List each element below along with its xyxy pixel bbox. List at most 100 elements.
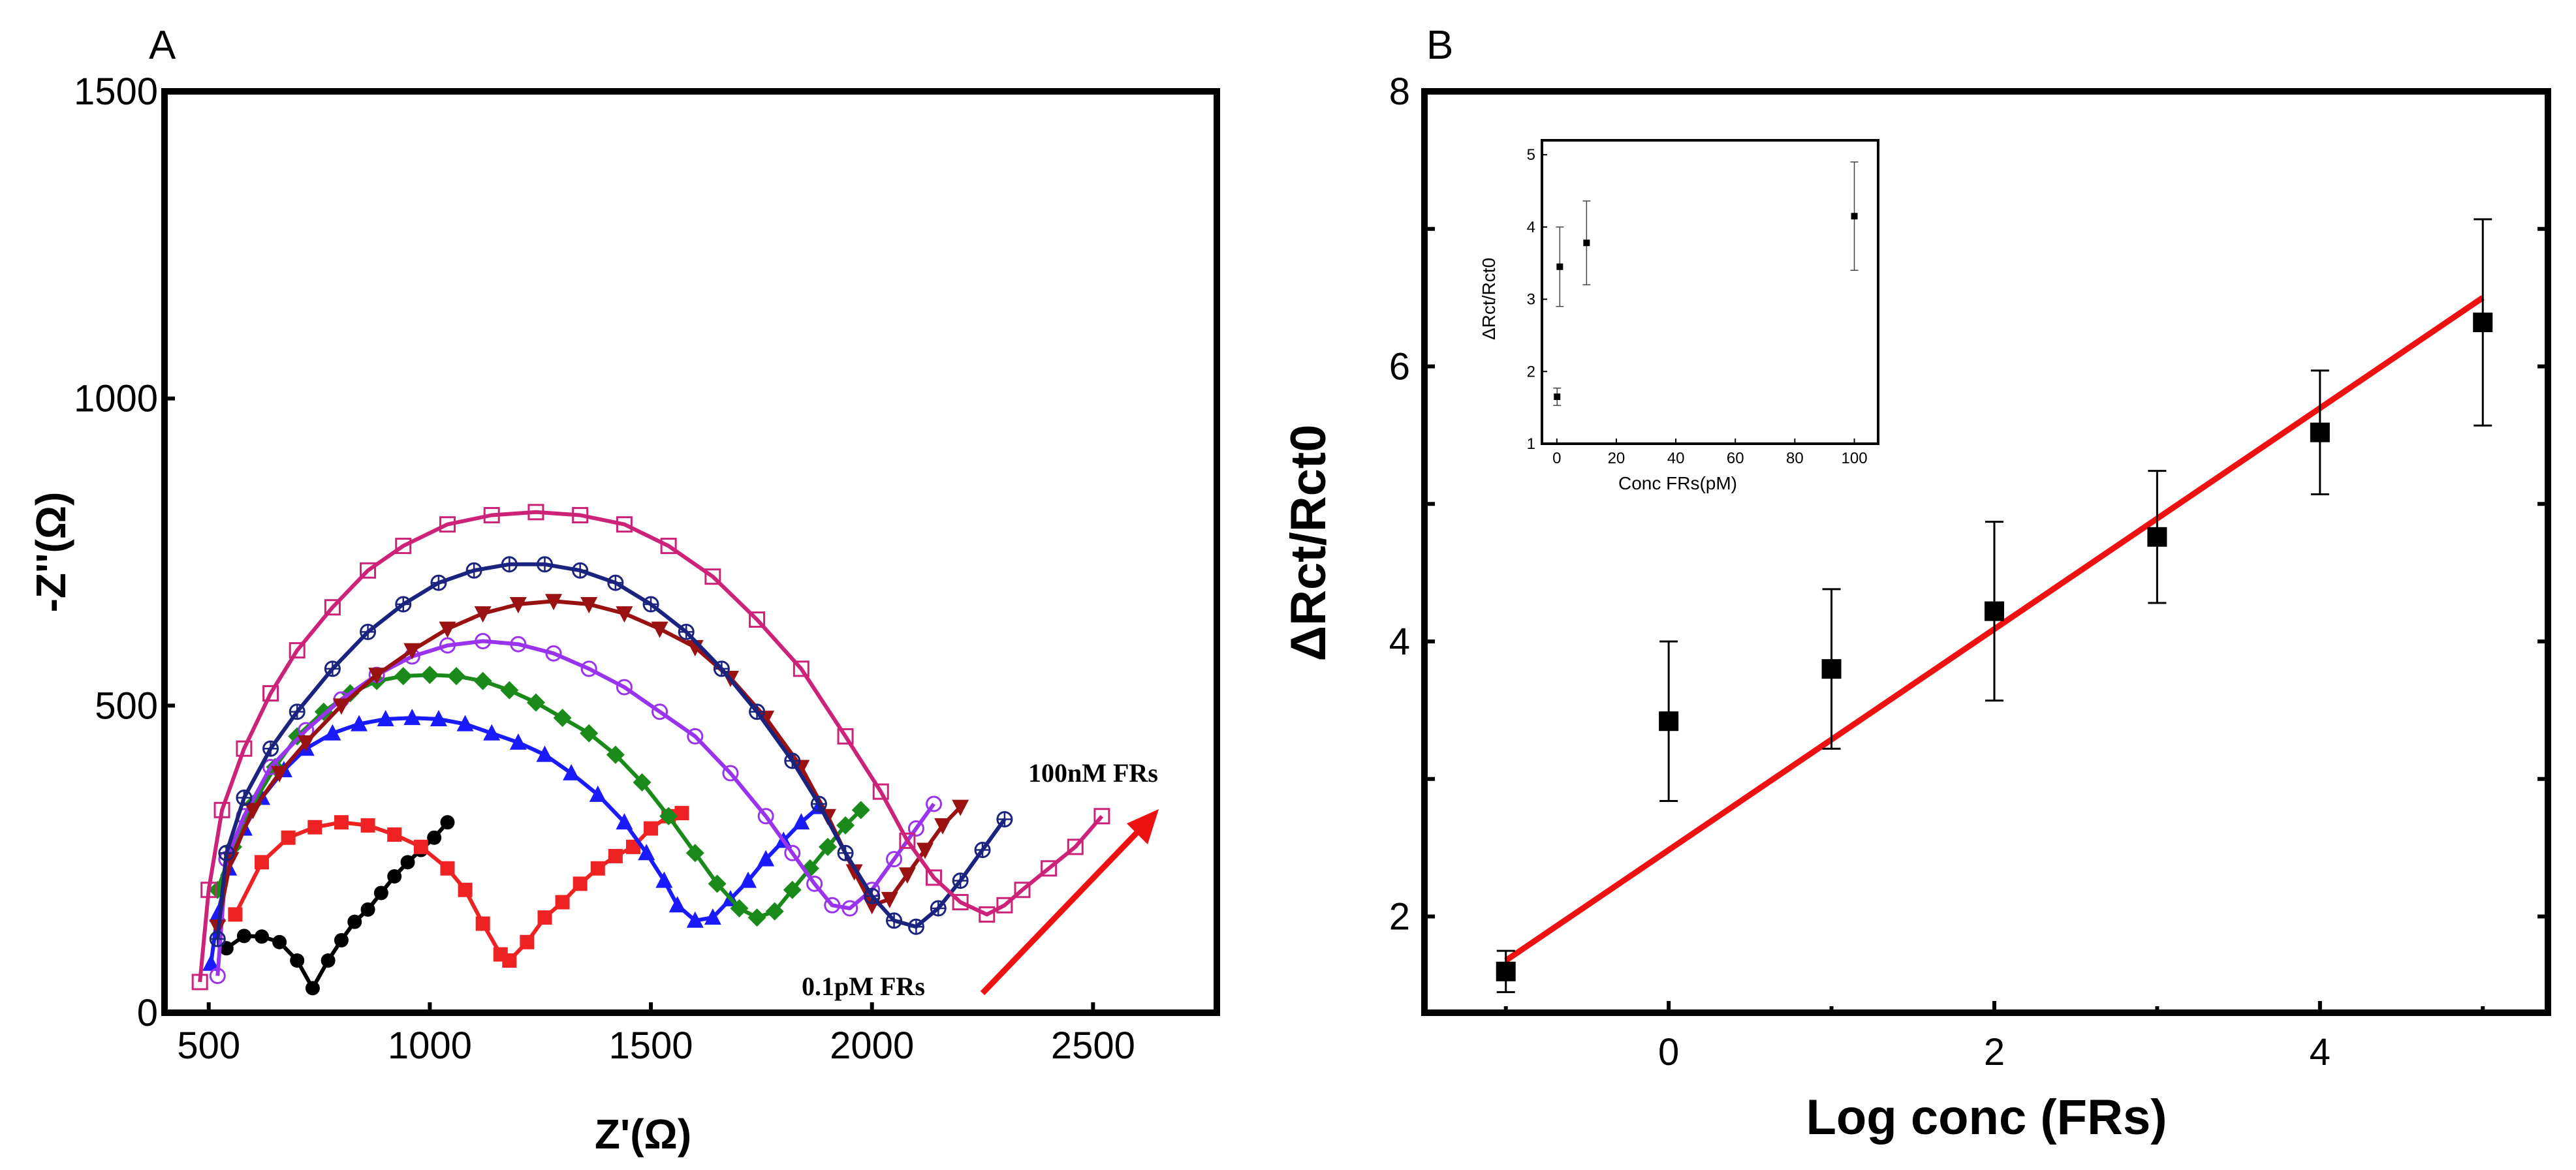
data-point xyxy=(845,864,863,881)
data-point xyxy=(996,897,1013,914)
data-point xyxy=(810,795,827,812)
data-point xyxy=(483,507,500,524)
panel-a-x-tick-label: 2000 xyxy=(830,1024,914,1067)
panel-b-y-tick-label: 6 xyxy=(1389,345,1410,388)
data-point xyxy=(686,911,704,928)
series-fit-line xyxy=(215,639,935,976)
panel-a-x-axis-title: Z'(Ω) xyxy=(595,1111,691,1158)
data-point xyxy=(289,703,306,720)
data-point xyxy=(324,660,341,677)
data-point xyxy=(289,642,306,659)
trend-arrow-shaft xyxy=(980,821,1148,996)
data-point xyxy=(685,844,704,863)
data-point xyxy=(334,815,349,830)
inset-y-tick-label: 2 xyxy=(1527,363,1535,380)
data-point xyxy=(916,842,934,859)
data-point xyxy=(213,801,230,818)
data-point xyxy=(236,929,251,944)
data-point xyxy=(616,813,633,830)
annotation-100nm: 100nM FRs xyxy=(1028,758,1158,788)
data-point xyxy=(510,636,527,653)
data-point xyxy=(907,820,924,837)
series-fit-line xyxy=(198,510,1104,983)
series-fit-line xyxy=(215,562,1007,940)
series-1pm xyxy=(202,709,828,971)
data-point xyxy=(881,891,898,908)
inset-x-tick-label: 60 xyxy=(1727,450,1744,467)
data-point xyxy=(473,671,492,690)
data-point xyxy=(368,668,386,685)
data-point xyxy=(580,597,598,614)
data-point xyxy=(334,932,349,947)
point-marker xyxy=(1821,659,1842,679)
data-point xyxy=(360,818,375,833)
data-point xyxy=(439,516,456,533)
series-100pm xyxy=(209,632,943,985)
trend-arrow-head xyxy=(1127,809,1159,844)
data-point xyxy=(996,810,1013,827)
data-point xyxy=(324,724,341,741)
data-point xyxy=(708,874,727,893)
data-point xyxy=(403,643,421,660)
panel-a-plot-frame xyxy=(161,88,1220,1016)
data-point xyxy=(281,830,296,845)
data-point xyxy=(218,844,235,861)
data-point xyxy=(793,660,809,677)
data-point xyxy=(500,681,519,700)
data-point xyxy=(244,803,262,820)
data-point xyxy=(747,908,766,927)
data-point xyxy=(886,851,903,868)
data-point xyxy=(836,816,855,835)
data-point xyxy=(509,733,527,750)
data-point xyxy=(209,968,226,985)
inset-data-point xyxy=(1556,226,1564,307)
data-point xyxy=(228,907,243,922)
panel-b-x-tick-label: 0 xyxy=(1658,1031,1679,1073)
data-point xyxy=(456,715,474,731)
panel-b-y-tick-label: 2 xyxy=(1389,895,1410,938)
data-point xyxy=(545,594,563,611)
data-point xyxy=(642,596,659,613)
data-point xyxy=(430,710,447,727)
data-point xyxy=(387,869,402,884)
data-point xyxy=(872,783,889,800)
data-point xyxy=(952,872,969,889)
panel-a-y-tick-label: 500 xyxy=(95,685,158,727)
data-point xyxy=(475,916,490,931)
data-point xyxy=(652,703,668,720)
panel-a-annotations: 100nM FRs 0.1pM FRs xyxy=(802,758,1159,1001)
data-point xyxy=(784,752,801,769)
point-marker xyxy=(1659,711,1679,731)
data-point xyxy=(837,844,854,861)
data-point xyxy=(678,623,695,640)
data-point xyxy=(262,685,279,702)
inset-y-tick-label: 3 xyxy=(1527,291,1535,309)
data-point xyxy=(563,763,580,780)
data-point xyxy=(573,876,588,891)
data-point xyxy=(321,953,336,968)
data-point xyxy=(236,790,253,807)
inset-y-tick-label: 1 xyxy=(1527,435,1535,453)
data-point xyxy=(757,850,775,867)
data-point xyxy=(403,709,421,726)
point-marker xyxy=(2310,422,2330,442)
data-point xyxy=(307,820,322,835)
data-point xyxy=(749,703,766,720)
data-point xyxy=(704,908,721,925)
data-point xyxy=(255,929,270,944)
data-point xyxy=(430,574,447,591)
data-point xyxy=(580,660,597,677)
inset-x-tick-label: 20 xyxy=(1608,450,1626,467)
data-point xyxy=(520,934,535,949)
inset-x-axis-title: Conc FRs(pM) xyxy=(1618,473,1737,493)
data-point xyxy=(305,981,320,996)
series-10nm xyxy=(209,556,1013,947)
data-point xyxy=(395,538,412,555)
point-marker xyxy=(2473,313,2493,333)
data-point xyxy=(952,894,969,911)
data-point xyxy=(191,974,208,991)
data-point xyxy=(297,735,315,752)
data-point xyxy=(837,728,854,745)
panel-a-y-tick-label: 1000 xyxy=(74,378,158,420)
